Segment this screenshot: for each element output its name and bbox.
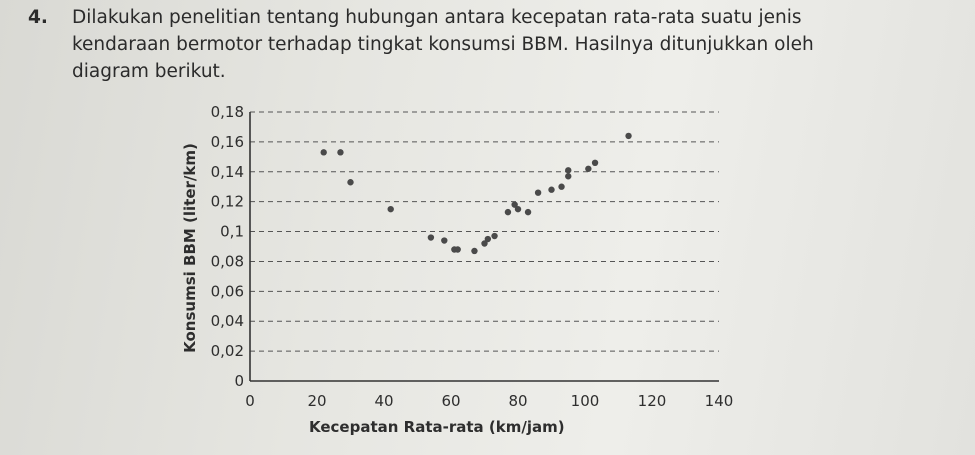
x-tick-label: 40	[374, 392, 393, 410]
x-tick-label: 20	[307, 392, 326, 410]
y-tick-label: 0,18	[211, 103, 244, 121]
data-point	[320, 149, 327, 156]
data-point	[491, 232, 498, 240]
data-point	[625, 132, 632, 140]
data-point	[514, 205, 522, 213]
y-tick-label: 0,06	[211, 282, 244, 300]
data-point	[454, 246, 461, 253]
y-tick-label: 0,04	[211, 312, 244, 330]
data-point	[558, 183, 565, 190]
y-tick-labels: 0 0,02 0,04 0,06 0,08 0,1 0,12 0,14 0,16 0,18	[211, 103, 244, 390]
question-line-2: kendaraan bermotor terhadap tingkat kons…	[72, 34, 814, 55]
data-point	[548, 186, 555, 193]
y-tick-label: 0	[234, 372, 244, 390]
data-point	[511, 201, 518, 208]
data-point	[504, 208, 512, 216]
x-tick-label: 60	[441, 392, 460, 410]
x-tick-label: 80	[508, 392, 527, 410]
axes	[249, 112, 719, 382]
x-tick-labels: 0 20 40 60 80 100 120 140	[245, 392, 733, 410]
data-point	[565, 167, 572, 174]
data-point	[387, 205, 394, 213]
y-tick-label: 0,12	[211, 193, 244, 211]
y-axis-title: Konsumsi BBM (liter/km)	[181, 143, 199, 353]
y-tick-label: 0,02	[211, 342, 244, 360]
data-point	[591, 159, 599, 167]
data-point	[347, 179, 354, 186]
question-line-1: Dilakukan penelitian tentang hubungan an…	[72, 7, 802, 28]
data-points	[320, 132, 632, 255]
data-point	[441, 237, 448, 244]
x-tick-label: 0	[245, 392, 255, 410]
x-tick-label: 120	[638, 392, 667, 410]
data-point	[585, 165, 592, 172]
y-tick-label: 0,16	[211, 133, 244, 151]
question-number: 4.	[28, 7, 48, 28]
y-tick-label: 0,14	[211, 163, 244, 181]
data-point	[427, 234, 435, 241]
y-tick-label: 0,1	[220, 223, 244, 241]
y-tick-label: 0,08	[211, 252, 244, 270]
data-point	[524, 208, 532, 216]
question-line-3: diagram berikut.	[72, 61, 226, 82]
data-point	[337, 149, 344, 156]
x-tick-label: 100	[571, 392, 600, 410]
data-point	[565, 173, 572, 180]
grid-lines	[250, 111, 719, 352]
x-tick-label: 140	[705, 392, 734, 410]
data-point	[471, 247, 478, 255]
data-point	[481, 240, 488, 247]
x-axis-title: Kecepatan Rata-rata (km/jam)	[309, 418, 565, 436]
data-point	[534, 189, 542, 196]
data-point	[484, 235, 492, 243]
